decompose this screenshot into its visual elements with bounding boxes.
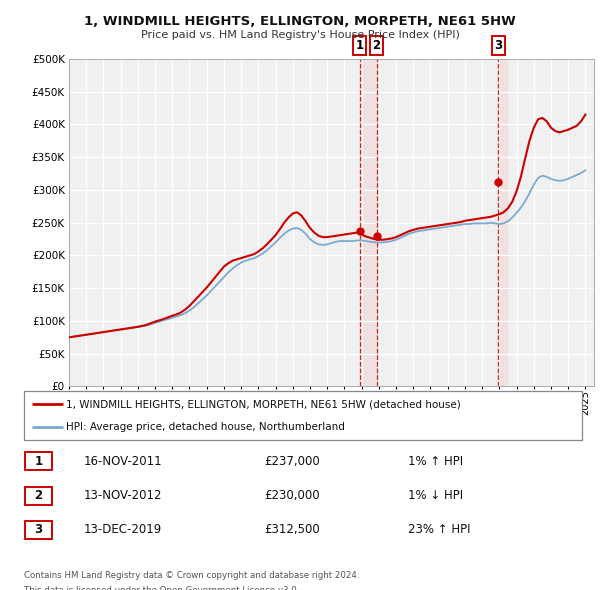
Text: 13-NOV-2012: 13-NOV-2012 [84, 489, 163, 502]
FancyBboxPatch shape [25, 521, 52, 539]
Text: 1, WINDMILL HEIGHTS, ELLINGTON, MORPETH, NE61 5HW: 1, WINDMILL HEIGHTS, ELLINGTON, MORPETH,… [84, 15, 516, 28]
Text: £312,500: £312,500 [264, 523, 320, 536]
Text: 23% ↑ HPI: 23% ↑ HPI [408, 523, 470, 536]
FancyBboxPatch shape [25, 487, 52, 504]
Text: 1, WINDMILL HEIGHTS, ELLINGTON, MORPETH, NE61 5HW (detached house): 1, WINDMILL HEIGHTS, ELLINGTON, MORPETH,… [66, 399, 461, 409]
Text: £237,000: £237,000 [264, 455, 320, 468]
Text: 3: 3 [494, 39, 503, 52]
Text: 1% ↓ HPI: 1% ↓ HPI [408, 489, 463, 502]
Text: 1: 1 [34, 455, 43, 468]
Text: This data is licensed under the Open Government Licence v3.0.: This data is licensed under the Open Gov… [24, 586, 299, 590]
FancyBboxPatch shape [25, 453, 52, 470]
Text: 13-DEC-2019: 13-DEC-2019 [84, 523, 162, 536]
FancyBboxPatch shape [24, 391, 582, 440]
Text: Contains HM Land Registry data © Crown copyright and database right 2024.: Contains HM Land Registry data © Crown c… [24, 571, 359, 580]
Text: 1: 1 [355, 39, 364, 52]
Text: 2: 2 [373, 39, 380, 52]
Text: HPI: Average price, detached house, Northumberland: HPI: Average price, detached house, Nort… [66, 422, 345, 432]
Text: 2: 2 [34, 489, 43, 502]
Text: Price paid vs. HM Land Registry's House Price Index (HPI): Price paid vs. HM Land Registry's House … [140, 30, 460, 40]
Text: 16-NOV-2011: 16-NOV-2011 [84, 455, 163, 468]
Text: 3: 3 [34, 523, 43, 536]
Bar [359, 59, 377, 386]
Bar [497, 59, 507, 386]
Text: 1% ↑ HPI: 1% ↑ HPI [408, 455, 463, 468]
Text: £230,000: £230,000 [264, 489, 320, 502]
